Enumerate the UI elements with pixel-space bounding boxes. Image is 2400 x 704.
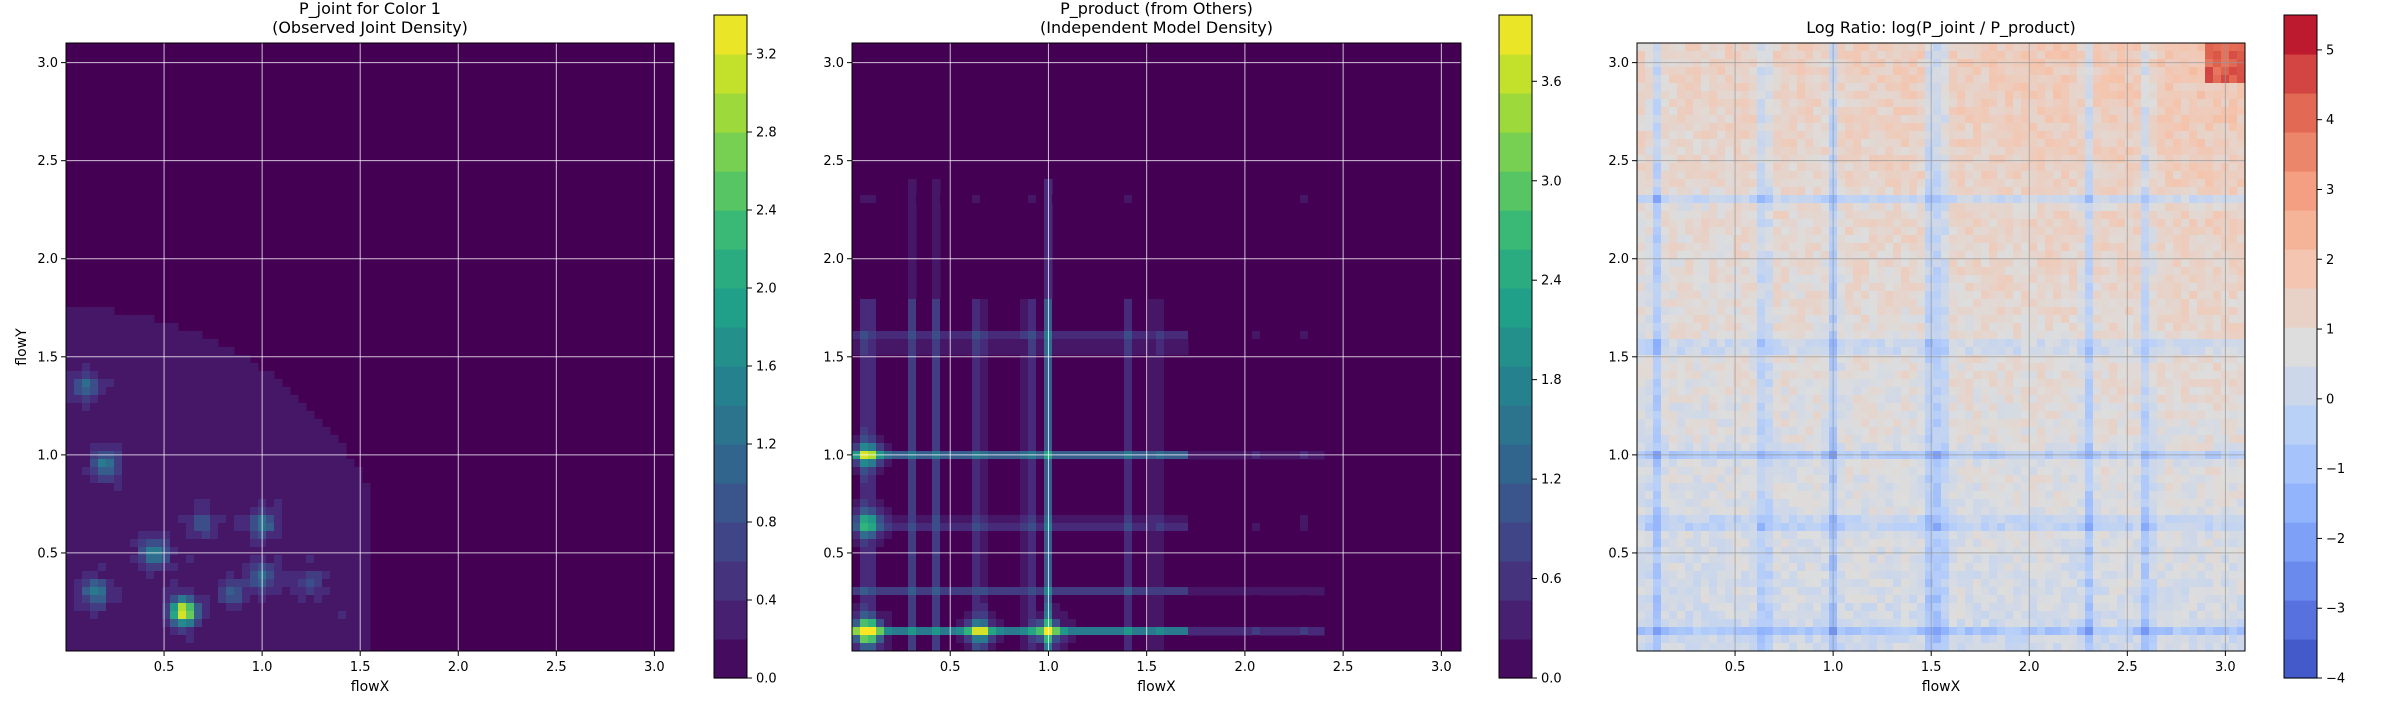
colorbar-tick-label: 0.8	[756, 516, 777, 531]
x-axis-label: flowX	[1922, 679, 1961, 695]
x-tick-label: 2.5	[2117, 660, 2138, 675]
colorbar-tick-label: 3	[2326, 183, 2334, 198]
colorbar-tick-label: 3.2	[756, 48, 777, 63]
chart-title-2: P_product (from Others)	[1060, 0, 1253, 19]
chart-title-3: Log Ratio: log(P_joint / P_product)	[1806, 18, 2076, 38]
colorbar-tick-label: 0.6	[1541, 572, 1562, 587]
x-tick-label: 1.0	[1038, 660, 1059, 675]
x-tick-label: 1.5	[350, 660, 371, 675]
x-tick-label: 1.5	[1136, 660, 1157, 675]
colorbar-tick-label: 2	[2326, 253, 2334, 268]
x-tick-label: 3.0	[2215, 660, 2236, 675]
y-axis-label: flowY	[14, 328, 30, 366]
chart-title-1: P_joint for Color 1	[299, 0, 441, 19]
y-tick-label: 1.0	[1608, 448, 1629, 463]
x-tick-label: 2.5	[1333, 660, 1354, 675]
colorbar-tick-label: 1	[2326, 323, 2334, 338]
y-tick-label: 0.5	[823, 546, 844, 561]
colorbar-tick-label: −4	[2326, 672, 2345, 687]
colorbar-tick-label: 2.0	[756, 282, 777, 297]
chart-title-2: (Independent Model Density)	[1040, 18, 1273, 37]
x-tick-label: 3.0	[644, 660, 665, 675]
colorbar-tick-label: 1.2	[756, 438, 777, 453]
x-tick-label: 3.0	[1431, 660, 1452, 675]
colorbar-tick-label: 3.6	[1541, 75, 1562, 90]
x-tick-label: 2.5	[546, 660, 567, 675]
x-tick-label: 1.0	[1823, 660, 1844, 675]
x-tick-label: 1.0	[252, 660, 273, 675]
colorbar-tick-label: 0.0	[1541, 672, 1562, 687]
y-tick-label: 1.5	[823, 350, 844, 365]
x-tick-label: 0.5	[940, 660, 961, 675]
y-tick-label: 2.0	[37, 252, 58, 267]
colorbar-tick-label: 5	[2326, 43, 2334, 58]
x-tick-label: 0.5	[1725, 660, 1746, 675]
colorbar-tick-label: 0.4	[756, 594, 777, 609]
colorbar-2	[1499, 15, 1532, 679]
y-tick-label: 2.5	[37, 154, 58, 169]
y-tick-label: 3.0	[37, 56, 58, 71]
heatmap-cells-3	[1637, 43, 2246, 652]
x-tick-label: 2.0	[1235, 660, 1256, 675]
y-tick-label: 0.5	[1608, 546, 1629, 561]
y-tick-label: 1.5	[37, 350, 58, 365]
colorbar-tick-label: 4	[2326, 113, 2334, 128]
colorbar-tick-label: −2	[2326, 532, 2345, 547]
x-tick-label: 1.5	[1921, 660, 1942, 675]
colorbar-tick-label: 0.0	[756, 672, 777, 687]
x-axis-label: flowX	[1137, 679, 1176, 695]
y-tick-label: 2.5	[1608, 154, 1629, 169]
colorbar-tick-label: 2.4	[1541, 274, 1562, 289]
colorbar-tick-label: 1.6	[756, 360, 777, 375]
chart-title-1: (Observed Joint Density)	[272, 18, 468, 37]
colorbar-tick-label: 1.8	[1541, 373, 1562, 388]
colorbar-tick-label: 2.8	[756, 126, 777, 141]
x-axis-label: flowX	[351, 679, 390, 695]
colorbar-tick-label: −3	[2326, 602, 2345, 617]
y-tick-label: 2.5	[823, 154, 844, 169]
colorbar-tick-label: 2.4	[756, 204, 777, 219]
y-tick-label: 2.0	[823, 252, 844, 267]
y-tick-label: 0.5	[37, 546, 58, 561]
y-tick-label: 3.0	[823, 56, 844, 71]
y-tick-label: 1.5	[1608, 350, 1629, 365]
y-tick-label: 1.0	[823, 448, 844, 463]
colorbar-tick-label: 0	[2326, 392, 2334, 407]
colorbar-tick-label: −1	[2326, 462, 2345, 477]
x-tick-label: 0.5	[154, 660, 175, 675]
x-tick-label: 2.0	[448, 660, 469, 675]
x-tick-label: 2.0	[2019, 660, 2040, 675]
colorbar-tick-label: 1.2	[1541, 473, 1562, 488]
colorbar-tick-label: 3.0	[1541, 174, 1562, 189]
y-tick-label: 3.0	[1608, 56, 1629, 71]
colorbar-1	[714, 15, 747, 679]
y-tick-label: 1.0	[37, 448, 58, 463]
y-tick-label: 2.0	[1608, 252, 1629, 267]
colorbar-3	[2284, 15, 2317, 679]
